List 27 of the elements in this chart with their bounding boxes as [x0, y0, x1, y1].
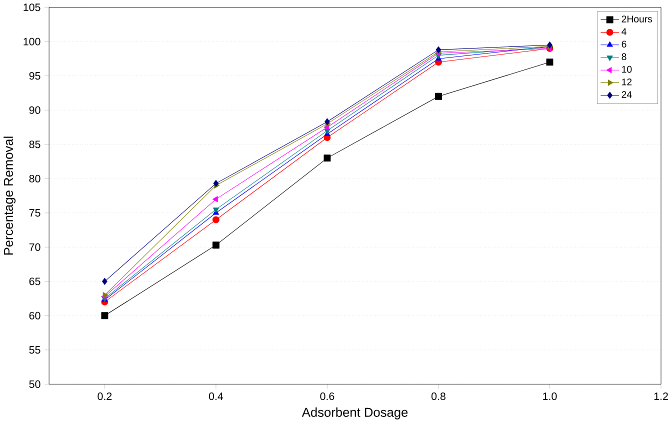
legend-label: 6	[622, 40, 626, 48]
y-tick-label: 50	[29, 380, 40, 388]
y-tick-label: 80	[29, 174, 40, 182]
y-tick-label: 100	[24, 38, 40, 46]
legend-label: 12	[622, 78, 632, 86]
x-tick-label: 0.2	[98, 392, 112, 400]
legend-label: 8	[622, 53, 626, 60]
y-tick-label: 60	[29, 312, 40, 320]
y-tick-label: 85	[29, 140, 40, 148]
y-axis-title: Percentage Removal	[4, 136, 16, 255]
y-tick-label: 95	[29, 72, 40, 80]
legend-label: 10	[622, 66, 632, 73]
legend-label: 2Hours	[622, 16, 652, 22]
y-tick-label: 70	[29, 243, 40, 251]
legend-label: 4	[622, 28, 626, 35]
x-tick-label: 0.6	[320, 392, 334, 400]
x-tick-label: 0.8	[431, 392, 446, 400]
y-tick-label: 90	[29, 106, 40, 114]
x-tick-label: 1.0	[543, 392, 557, 400]
x-axis-title: Adsorbent Dosage	[302, 407, 408, 420]
y-tick-label: 55	[29, 346, 40, 354]
x-tick-label: 1.2	[654, 392, 668, 400]
y-tick-label: 75	[29, 209, 40, 217]
y-tick-label: 105	[24, 4, 40, 12]
legend-label: 24	[622, 91, 632, 98]
x-tick-label: 0.4	[208, 392, 224, 400]
y-tick-label: 65	[29, 278, 40, 286]
